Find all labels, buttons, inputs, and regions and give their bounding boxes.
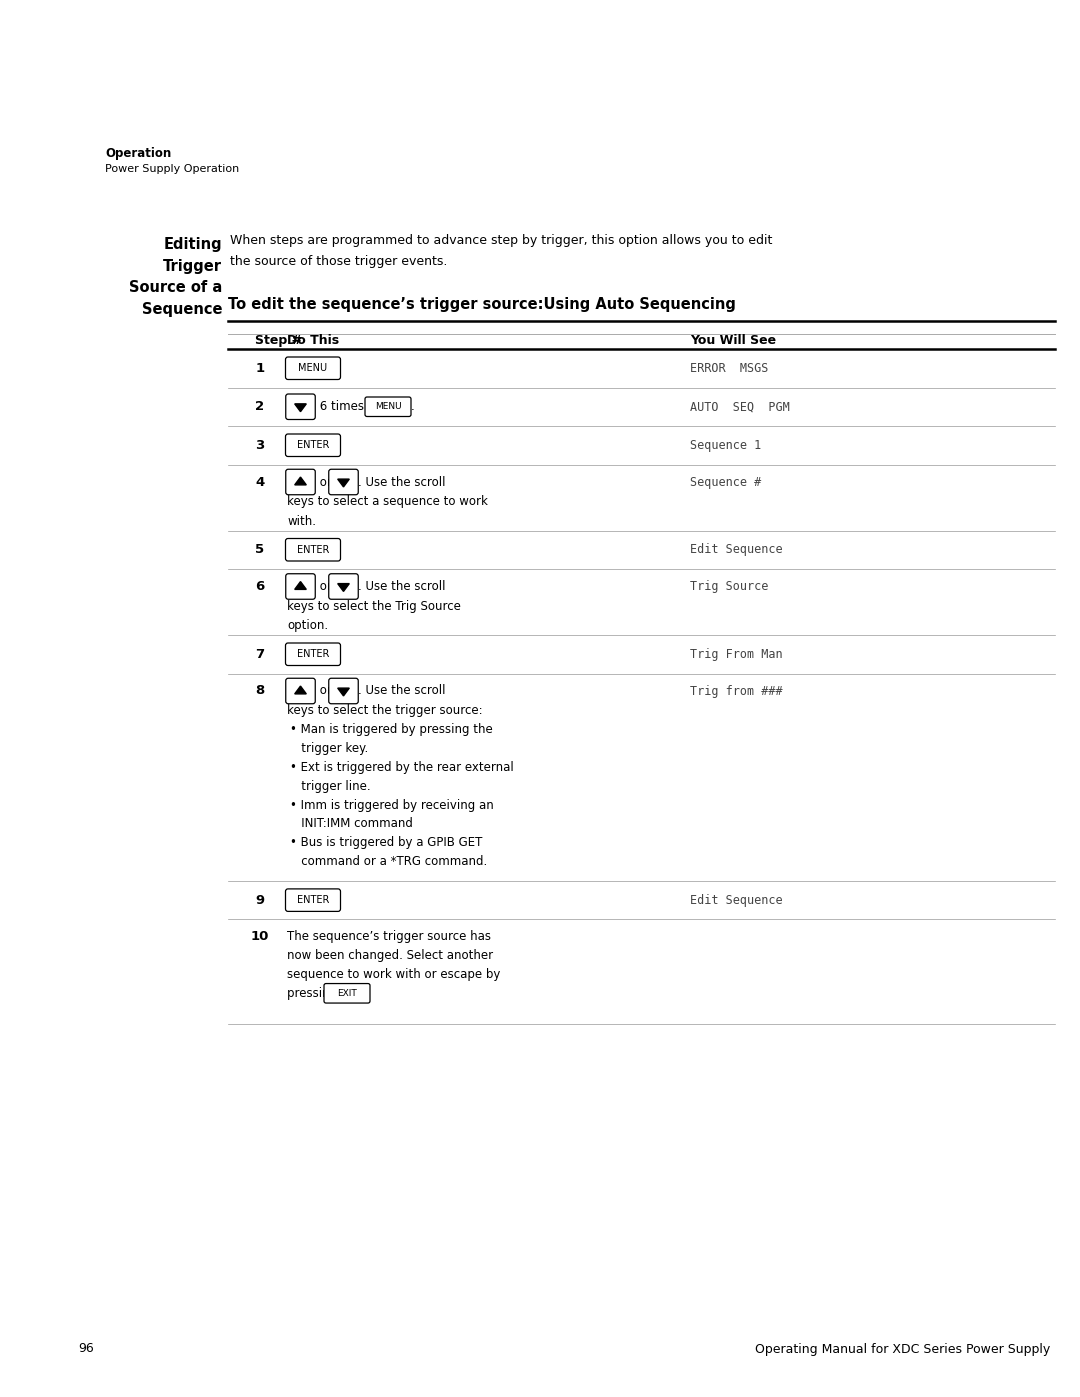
- FancyBboxPatch shape: [285, 538, 340, 562]
- Text: To edit the sequence’s trigger source:Using Auto Sequencing: To edit the sequence’s trigger source:Us…: [228, 298, 735, 312]
- Text: with.: with.: [287, 514, 316, 528]
- Text: Edit Sequence: Edit Sequence: [690, 543, 783, 556]
- Text: keys to select the Trig Source: keys to select the Trig Source: [287, 599, 461, 612]
- Text: or: or: [316, 475, 336, 489]
- Text: Sequence: Sequence: [141, 302, 222, 317]
- Text: 6 times or: 6 times or: [316, 401, 383, 414]
- Text: Sequence 1: Sequence 1: [690, 439, 761, 451]
- Text: or: or: [316, 580, 336, 592]
- Text: Do This: Do This: [287, 334, 339, 346]
- FancyBboxPatch shape: [328, 574, 359, 599]
- Text: Trig Source: Trig Source: [690, 580, 768, 592]
- Text: 4: 4: [255, 475, 265, 489]
- Text: option.: option.: [287, 619, 328, 631]
- Polygon shape: [338, 479, 349, 488]
- Text: 96: 96: [78, 1343, 94, 1355]
- Polygon shape: [338, 584, 349, 591]
- Text: MENU: MENU: [375, 402, 402, 411]
- Text: Source of a: Source of a: [129, 279, 222, 295]
- Text: the source of those trigger events.: the source of those trigger events.: [230, 256, 447, 268]
- Text: keys to select the trigger source:: keys to select the trigger source:: [287, 704, 483, 717]
- Text: 6: 6: [255, 580, 265, 592]
- Text: 8: 8: [255, 685, 265, 697]
- Text: 5: 5: [256, 543, 265, 556]
- Text: 2: 2: [256, 401, 265, 414]
- FancyBboxPatch shape: [285, 434, 340, 457]
- Text: now been changed. Select another: now been changed. Select another: [287, 949, 494, 963]
- FancyBboxPatch shape: [365, 397, 411, 416]
- Text: Trig From Man: Trig From Man: [690, 648, 783, 661]
- Text: Power Supply Operation: Power Supply Operation: [105, 163, 240, 175]
- Text: ERROR  MSGS: ERROR MSGS: [690, 362, 768, 374]
- Text: Edit Sequence: Edit Sequence: [690, 894, 783, 907]
- Text: .: .: [411, 401, 415, 414]
- Text: trigger line.: trigger line.: [291, 780, 370, 793]
- FancyBboxPatch shape: [285, 358, 340, 380]
- Text: EXIT: EXIT: [337, 989, 356, 997]
- Text: command or a *TRG command.: command or a *TRG command.: [291, 855, 487, 868]
- FancyBboxPatch shape: [286, 394, 315, 419]
- Text: You Will See: You Will See: [690, 334, 777, 346]
- Polygon shape: [338, 689, 349, 696]
- FancyBboxPatch shape: [328, 469, 359, 495]
- Text: ENTER: ENTER: [297, 650, 329, 659]
- Text: keys to select a sequence to work: keys to select a sequence to work: [287, 495, 488, 509]
- Text: Sequence #: Sequence #: [690, 475, 761, 489]
- Text: . Use the scroll: . Use the scroll: [357, 475, 445, 489]
- Text: • Imm is triggered by receiving an: • Imm is triggered by receiving an: [291, 799, 494, 812]
- Text: pressing: pressing: [287, 986, 341, 1000]
- Text: Step #: Step #: [255, 334, 302, 346]
- Text: ENTER: ENTER: [297, 545, 329, 555]
- Polygon shape: [295, 686, 307, 694]
- Text: Editing: Editing: [163, 237, 222, 251]
- Text: The sequence’s trigger source has: The sequence’s trigger source has: [287, 930, 491, 943]
- Text: 1: 1: [256, 362, 265, 374]
- FancyBboxPatch shape: [324, 983, 370, 1003]
- Text: 10: 10: [251, 930, 269, 943]
- Text: • Ext is triggered by the rear external: • Ext is triggered by the rear external: [291, 761, 514, 774]
- Polygon shape: [295, 476, 307, 485]
- FancyBboxPatch shape: [286, 574, 315, 599]
- Text: or: or: [316, 685, 336, 697]
- Text: AUTO  SEQ  PGM: AUTO SEQ PGM: [690, 401, 789, 414]
- Text: . Use the scroll: . Use the scroll: [357, 580, 445, 592]
- Text: • Bus is triggered by a GPIB GET: • Bus is triggered by a GPIB GET: [291, 837, 483, 849]
- FancyBboxPatch shape: [285, 888, 340, 911]
- Text: Operating Manual for XDC Series Power Supply: Operating Manual for XDC Series Power Su…: [755, 1343, 1050, 1355]
- Text: When steps are programmed to advance step by trigger, this option allows you to : When steps are programmed to advance ste…: [230, 235, 772, 247]
- Text: 7: 7: [256, 648, 265, 661]
- Text: ENTER: ENTER: [297, 895, 329, 905]
- FancyBboxPatch shape: [286, 679, 315, 704]
- Polygon shape: [295, 404, 307, 412]
- Polygon shape: [295, 581, 307, 590]
- Text: 9: 9: [256, 894, 265, 907]
- Text: . Use the scroll: . Use the scroll: [357, 685, 445, 697]
- Text: Trig from ###: Trig from ###: [690, 685, 783, 697]
- Text: • Man is triggered by pressing the: • Man is triggered by pressing the: [291, 724, 492, 736]
- FancyBboxPatch shape: [286, 469, 315, 495]
- Text: 3: 3: [255, 439, 265, 451]
- Text: sequence to work with or escape by: sequence to work with or escape by: [287, 968, 500, 981]
- Text: Trigger: Trigger: [163, 258, 222, 274]
- Text: INIT:IMM command: INIT:IMM command: [291, 817, 413, 830]
- Text: ENTER: ENTER: [297, 440, 329, 450]
- Text: Operation: Operation: [105, 147, 172, 161]
- FancyBboxPatch shape: [285, 643, 340, 665]
- Text: MENU: MENU: [298, 363, 327, 373]
- FancyBboxPatch shape: [328, 679, 359, 704]
- Text: trigger key.: trigger key.: [291, 742, 368, 756]
